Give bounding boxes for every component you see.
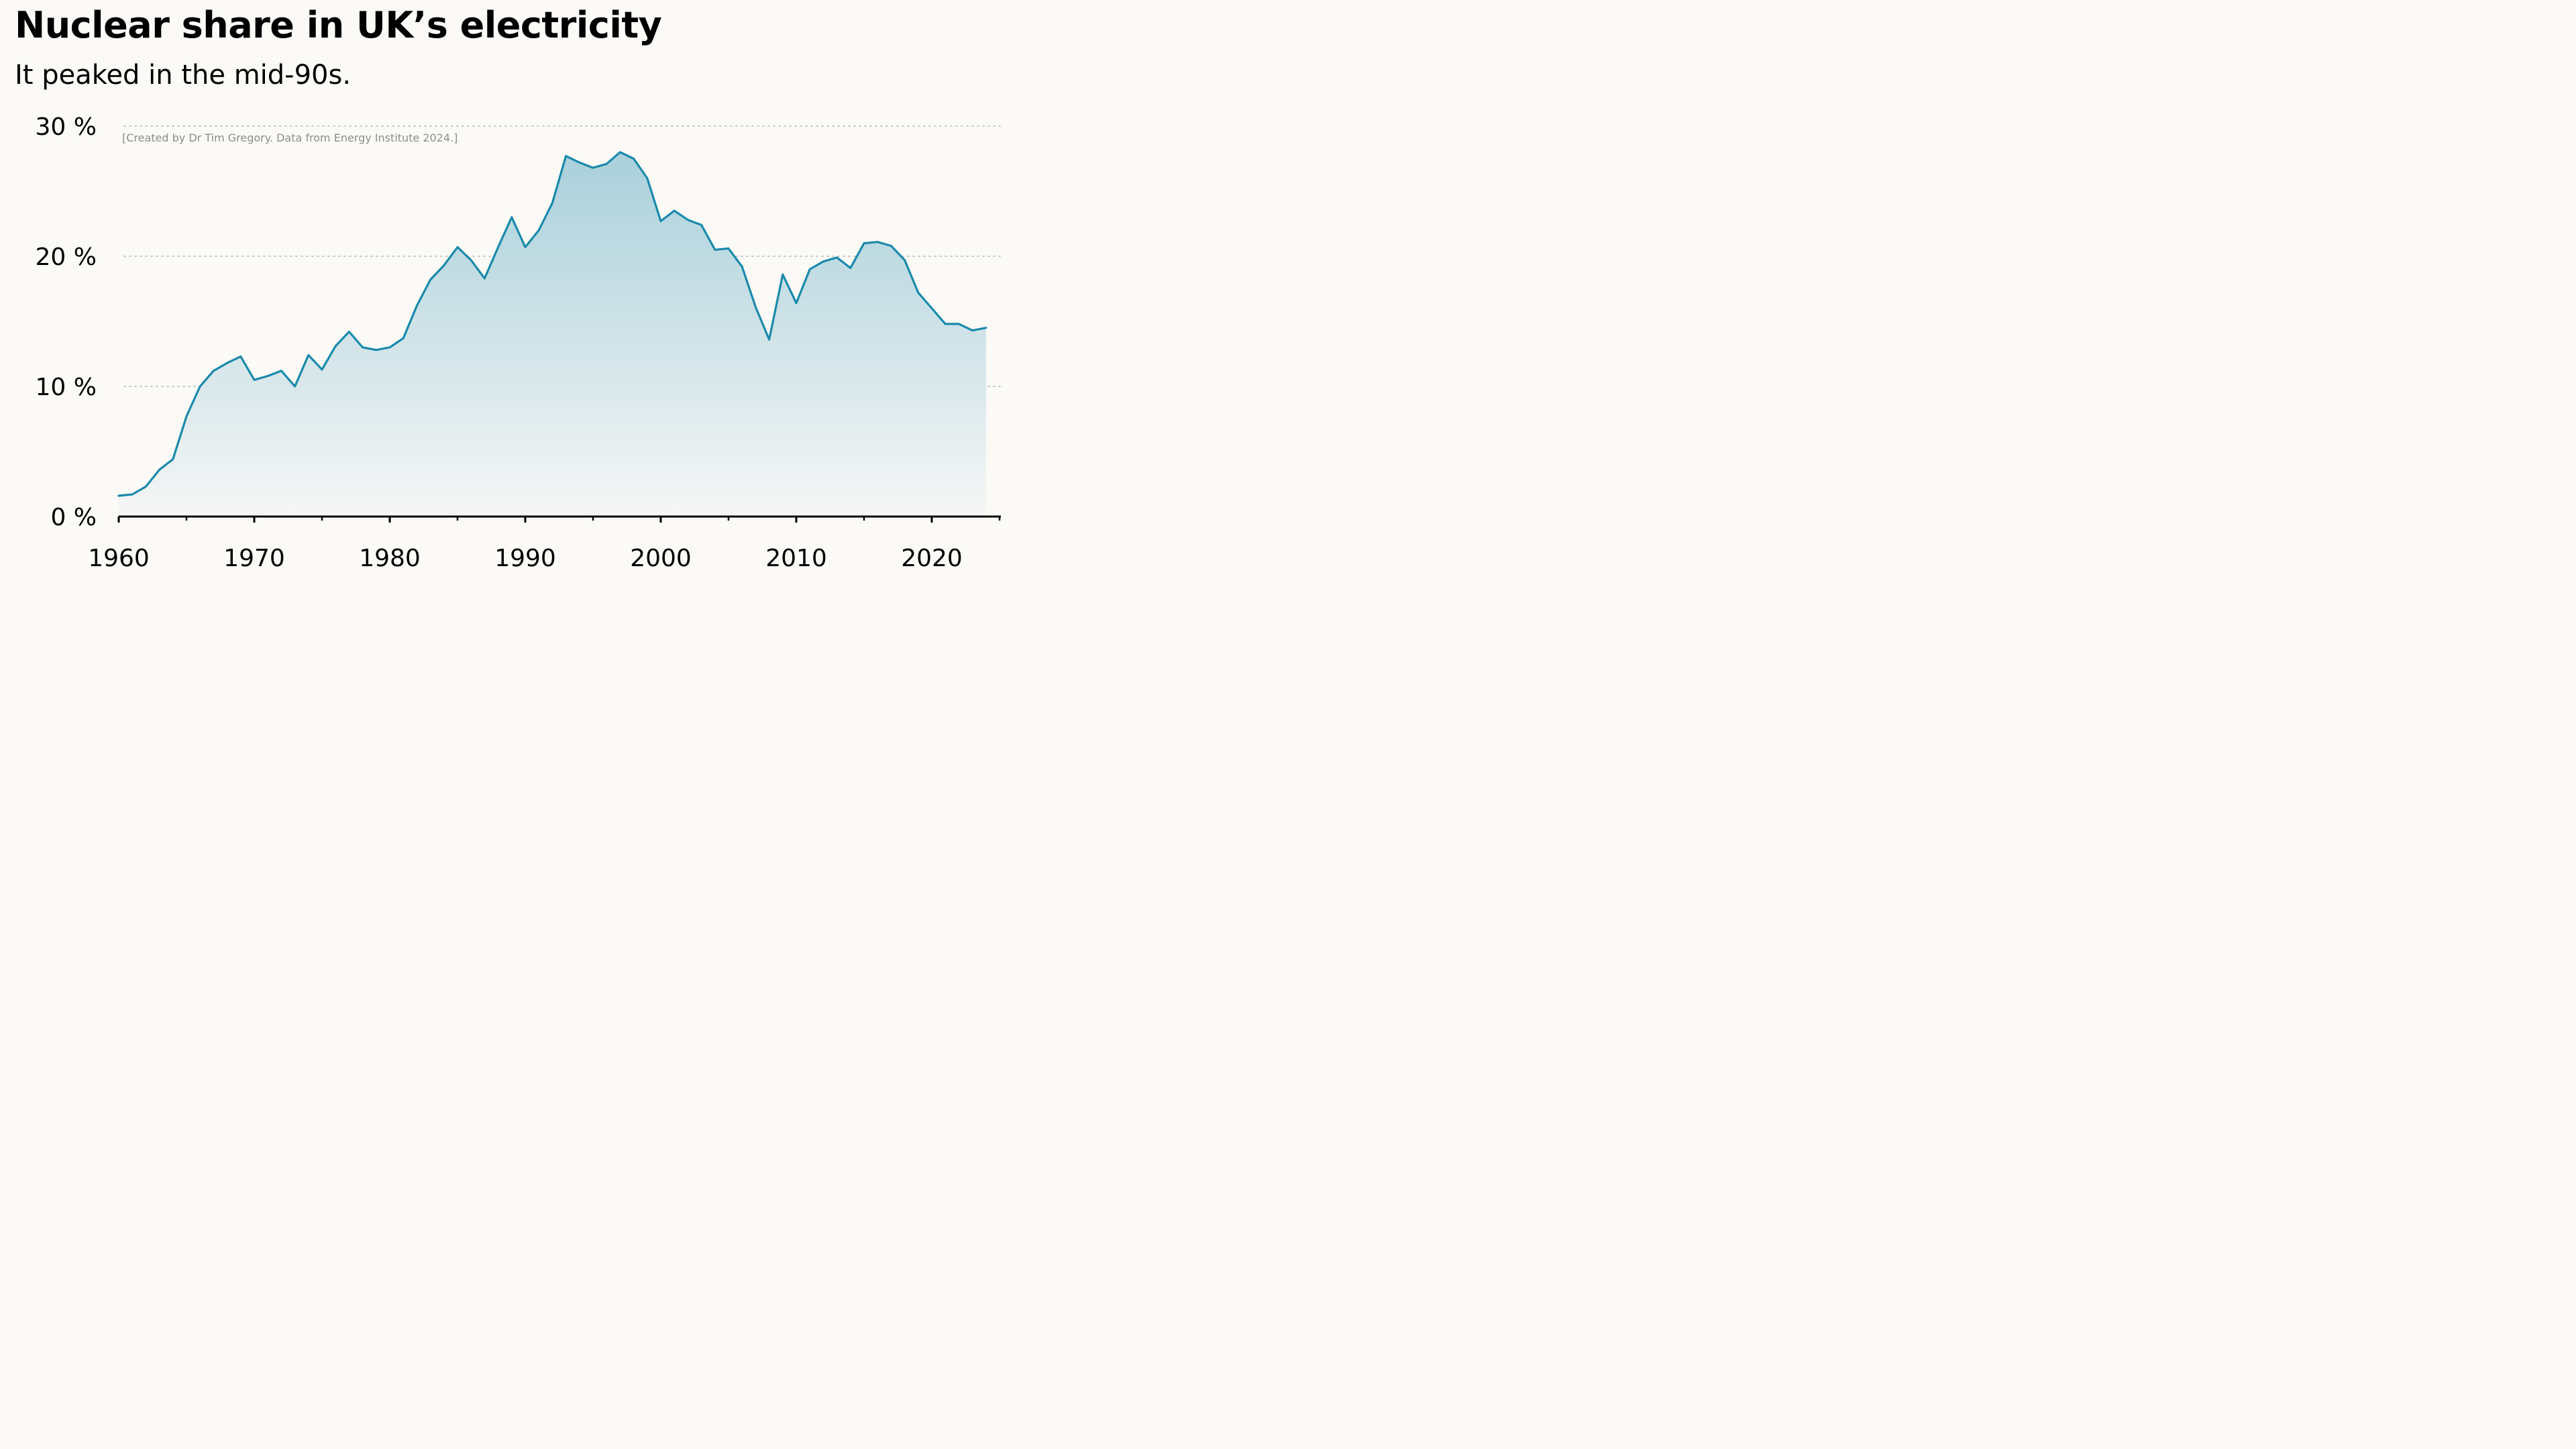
y-tick-label-20: 20 % — [36, 244, 97, 271]
x-tick-label-1970: 1970 — [223, 545, 285, 572]
y-tick-label-30: 30 % — [36, 113, 97, 141]
y-tick-label-10: 10 % — [36, 374, 97, 401]
x-tick-label-1990: 1990 — [494, 545, 556, 572]
chart-subtitle: It peaked in the mid-90s. — [15, 60, 352, 91]
data-source-credit: [Created by Dr Tim Gregory. Data from En… — [122, 131, 458, 144]
area-fill — [119, 152, 986, 517]
series-line — [117, 151, 987, 497]
x-axis-ticks: 1960 1970 1980 1990 2000 2010 2020 — [88, 517, 1001, 572]
y-axis-ticks: 0 % 10 % 20 % 30 % — [36, 113, 97, 531]
x-tick-label-1960: 1960 — [88, 545, 150, 572]
x-tick-label-2000: 2000 — [630, 545, 692, 572]
x-tick-label-2010: 2010 — [765, 545, 827, 572]
y-tick-label-0: 0 % — [50, 504, 97, 531]
x-tick-label-1980: 1980 — [359, 545, 421, 572]
nuclear-share-area-chart: 0 % 10 % 20 % 30 % 1960 1970 1980 1990 2000 2010… — [36, 113, 1002, 572]
chart-title: Nuclear share in UK’s electricity — [15, 4, 662, 46]
x-tick-label-2020: 2020 — [901, 545, 963, 572]
area-layer — [117, 151, 987, 517]
